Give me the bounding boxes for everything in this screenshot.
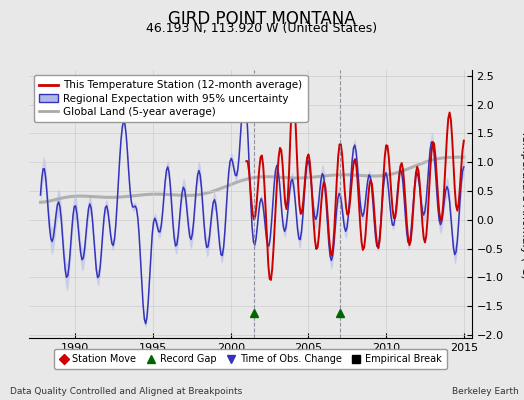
- Text: GIRD POINT MONTANA: GIRD POINT MONTANA: [168, 10, 356, 28]
- Text: Data Quality Controlled and Aligned at Breakpoints: Data Quality Controlled and Aligned at B…: [10, 387, 243, 396]
- Legend: Station Move, Record Gap, Time of Obs. Change, Empirical Break: Station Move, Record Gap, Time of Obs. C…: [54, 349, 446, 369]
- Legend: This Temperature Station (12-month average), Regional Expectation with 95% uncer: This Temperature Station (12-month avera…: [34, 75, 308, 122]
- Text: 46.193 N, 113.920 W (United States): 46.193 N, 113.920 W (United States): [146, 22, 378, 35]
- Y-axis label: Temperature Anomaly (°C): Temperature Anomaly (°C): [520, 130, 524, 278]
- Text: Berkeley Earth: Berkeley Earth: [452, 387, 519, 396]
